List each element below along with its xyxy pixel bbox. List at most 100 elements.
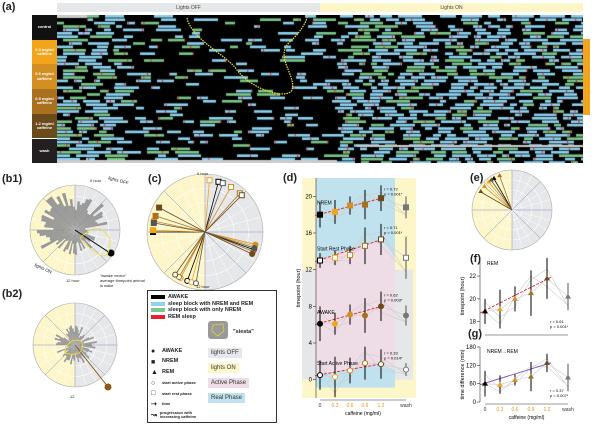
marker-symbol-icon: □ xyxy=(151,390,156,397)
c-zero-hour: 0 hour xyxy=(197,171,209,176)
y-tick-label: 120 xyxy=(466,363,477,369)
awake-histogram-wedge xyxy=(75,212,89,230)
grid-spoke xyxy=(204,231,256,262)
marker-label: AWAKE xyxy=(162,347,183,354)
mean-marker xyxy=(317,320,323,327)
outer-ring xyxy=(471,169,553,251)
phase-marker xyxy=(249,250,256,257)
mean-marker xyxy=(482,308,488,314)
histogram-wedge xyxy=(68,331,75,345)
actogram-raster xyxy=(57,15,583,163)
grid-spoke xyxy=(483,181,513,211)
histogram-wedge xyxy=(75,343,92,346)
phase-vector xyxy=(155,215,206,233)
grid-spoke xyxy=(501,209,513,249)
outer-ring xyxy=(146,173,264,290)
grid-spoke xyxy=(511,209,551,221)
grid-spoke xyxy=(473,199,513,211)
awake-histogram-wedge xyxy=(45,198,75,230)
grid-spoke xyxy=(511,171,523,211)
phase-vector xyxy=(204,193,241,233)
mean-marker xyxy=(403,366,409,373)
awake-histogram-wedge xyxy=(45,222,75,230)
awake-histogram-wedge xyxy=(66,230,75,242)
marker-legend-item: ○ start active phase xyxy=(151,380,206,387)
mean-marker xyxy=(544,275,550,281)
rem-vector xyxy=(491,180,513,211)
histogram-wedge xyxy=(75,345,87,355)
histogram-wedge xyxy=(75,345,82,359)
histogram-wedge xyxy=(66,344,75,346)
grid-spoke xyxy=(204,231,235,283)
rem-marker xyxy=(497,173,503,178)
phase-marker xyxy=(251,245,258,252)
histogram-wedge xyxy=(67,345,75,347)
marker-label: start rest phase xyxy=(162,390,192,396)
awake-histogram-wedge xyxy=(74,230,78,255)
histogram-wedge xyxy=(75,340,81,345)
phase-vector xyxy=(204,186,232,233)
marker-label: start active phase xyxy=(162,380,196,385)
grid-spoke xyxy=(511,199,551,211)
chart-d: 0 4 8 12 16 20 0 0.3 0.6 0.9 1.2 wash caffeine (mg/m… xyxy=(296,178,416,417)
individual-trace xyxy=(484,275,569,325)
panel-e-label: (e) xyxy=(470,172,484,184)
mean-marker xyxy=(332,254,338,261)
grid-spoke xyxy=(491,209,513,245)
row-label: 1.2 mg/ml caffeine xyxy=(32,113,57,139)
marker-label: REM xyxy=(162,368,175,375)
awake-histogram-wedge xyxy=(75,230,93,249)
awake-histogram-wedge xyxy=(75,230,79,242)
grid-spoke xyxy=(477,209,513,231)
lights-on-header: Lights ON xyxy=(320,3,583,12)
awake-histogram-wedge xyxy=(55,230,75,246)
row-label: 0.6 mg/ml caffeine xyxy=(32,64,57,90)
grid-spoke xyxy=(148,216,206,233)
histogram-wedge xyxy=(75,345,90,359)
series-label: Start Rest Phase xyxy=(317,247,355,253)
mean-marker xyxy=(378,236,384,243)
histogram-wedge xyxy=(60,341,75,345)
individual-trace xyxy=(319,302,407,333)
x-tick-label: 1.2 xyxy=(378,403,385,409)
awake-histogram-wedge xyxy=(57,230,75,242)
mean-marker xyxy=(362,312,368,319)
panel-a-label: (a) xyxy=(2,1,16,13)
x-tick-label: 0.6 xyxy=(512,407,519,413)
grid-spoke xyxy=(163,231,206,274)
y-tick-label: 4 xyxy=(309,341,313,347)
row-label: 0.3 mg/ml caffeine xyxy=(32,39,57,65)
awake-histogram-wedge xyxy=(75,215,95,230)
grid-spoke xyxy=(148,231,206,248)
phase-vector xyxy=(153,229,206,233)
histogram-wedge xyxy=(65,345,75,351)
x-tick-label: 0.9 xyxy=(528,407,535,413)
x-tick-label: 0.3 xyxy=(332,403,339,409)
histogram-wedge xyxy=(75,342,84,345)
awake-histogram-wedge xyxy=(57,230,75,249)
phase-vector xyxy=(195,231,206,284)
legend-label: REM sleep xyxy=(168,313,196,320)
y-tick-label: 8 xyxy=(309,304,313,310)
awake-histogram-wedge xyxy=(75,230,86,241)
marker-legend-item: ↝ progression with increasing caffeine xyxy=(151,411,206,419)
histogram-wedge xyxy=(54,337,75,345)
marker-symbol-icon: ● xyxy=(151,348,156,355)
y-tick-label: 0 xyxy=(309,378,313,384)
mean-marker xyxy=(347,252,353,258)
mean-marker xyxy=(497,381,503,387)
y-tick-label: 16 xyxy=(305,231,312,237)
mean-marker xyxy=(512,295,518,301)
x-tick-label: 0 xyxy=(319,403,322,409)
stat-r: r = 0.62 xyxy=(384,293,398,298)
mean-marker xyxy=(317,372,323,379)
panel-c-label: (c) xyxy=(148,173,162,185)
awake-histogram-wedge xyxy=(40,217,75,230)
individual-trace xyxy=(484,277,569,312)
histogram-wedge xyxy=(72,328,75,345)
grid-spoke xyxy=(483,209,513,239)
phase-vector xyxy=(204,231,254,252)
awake-histogram-wedge xyxy=(71,230,75,242)
chart-title: REM xyxy=(487,261,498,267)
phase-vector xyxy=(178,231,206,278)
